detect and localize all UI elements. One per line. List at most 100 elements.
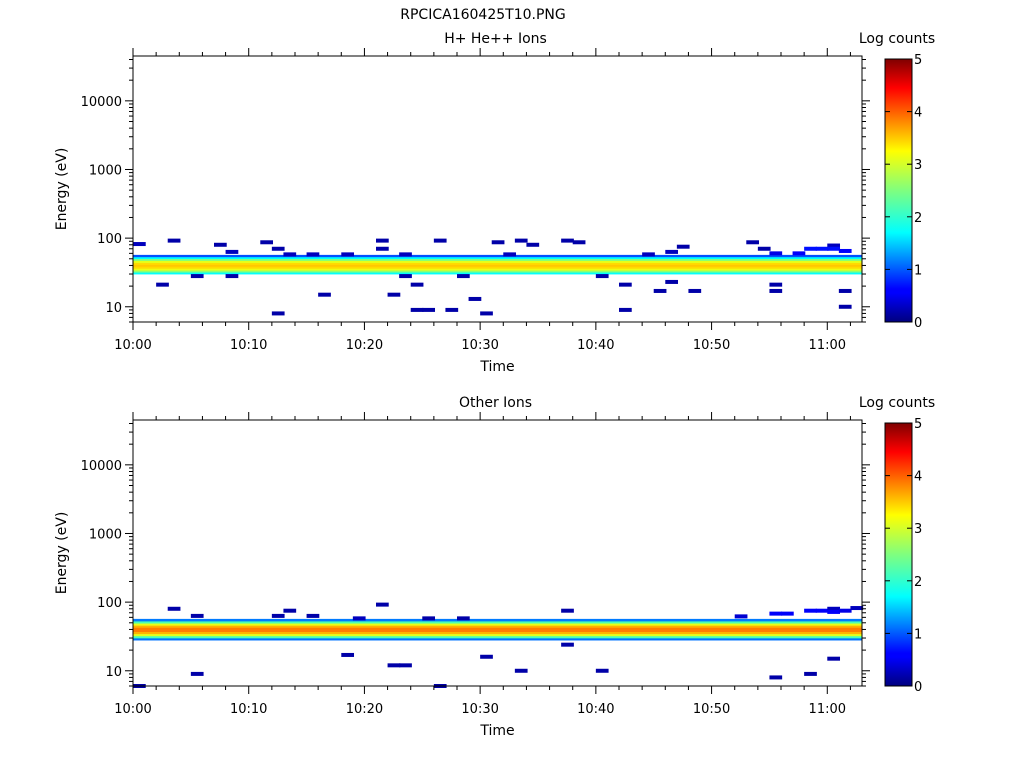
count-cell: [133, 242, 146, 247]
colorbar-tick-label: 0: [914, 680, 922, 695]
count-cell: [387, 663, 401, 668]
count-cell: [306, 613, 320, 618]
count-cell: [526, 242, 540, 247]
band-bin: [133, 621, 862, 624]
count-cell: [422, 307, 436, 312]
x-tick-label: 11:00: [809, 702, 846, 717]
count-cell: [769, 675, 783, 680]
count-cell: [561, 238, 574, 243]
x-tick-label: 10:30: [461, 338, 498, 353]
count-cell: [503, 252, 517, 257]
count-cell: [619, 307, 632, 312]
count-cell: [804, 608, 817, 613]
colorbar-tick-label: 5: [914, 53, 922, 68]
count-cell: [271, 311, 285, 316]
count-cells: [133, 602, 864, 688]
count-cell: [665, 279, 679, 284]
count-cell: [850, 606, 864, 611]
band-bin: [133, 264, 862, 267]
count-cell: [318, 292, 331, 297]
band-bin: [133, 268, 862, 271]
count-cell: [827, 606, 841, 611]
count-cell: [410, 307, 424, 312]
spectrogram-band: [133, 618, 862, 641]
y-tick-label: 100: [97, 596, 122, 611]
count-cell: [167, 238, 181, 243]
count-cell: [804, 671, 817, 676]
x-tick-label: 10:10: [230, 338, 267, 353]
count-cell: [676, 244, 690, 249]
count-cell: [399, 252, 412, 257]
x-tick-label: 10:40: [577, 338, 614, 353]
count-cell: [480, 654, 493, 659]
count-cell: [156, 282, 169, 287]
colorbar: 0 1 2 3 4 5 Log counts: [859, 31, 935, 331]
count-cell: [653, 288, 667, 293]
count-cell: [827, 243, 841, 248]
count-cell: [283, 608, 297, 613]
x-tick-label: 10:20: [346, 702, 383, 717]
y-tick-label: 1000: [89, 163, 122, 178]
x-tick-label: 10:30: [461, 702, 498, 717]
count-cell: [838, 248, 852, 253]
x-tick-label: 10:00: [114, 338, 151, 353]
panel-title: Other Ions: [459, 395, 532, 411]
band-bin: [133, 266, 862, 269]
y-tick-label: 10: [105, 665, 122, 680]
band-bin: [133, 627, 862, 630]
count-cell: [399, 274, 412, 279]
colorbar-tick-label: 5: [914, 417, 922, 432]
count-cell: [757, 246, 771, 251]
count-cell: [815, 246, 829, 251]
band-bin: [133, 256, 862, 260]
count-cell: [283, 252, 297, 257]
band-bin: [133, 625, 862, 628]
count-cell: [665, 249, 679, 254]
count-cell: [260, 240, 274, 245]
count-cell: [561, 642, 574, 647]
y-tick-label: 1000: [89, 527, 122, 542]
colorbar-tick-label: 1: [914, 627, 922, 642]
x-tick-label: 10:10: [230, 702, 267, 717]
count-cell: [595, 668, 609, 673]
y-tick-label: 10000: [81, 459, 122, 474]
plot-frame: [132, 55, 863, 323]
count-cell: [433, 238, 447, 243]
count-cell: [572, 240, 586, 245]
count-cell: [838, 608, 852, 613]
band-bin: [133, 272, 862, 275]
colorbar: 0 1 2 3 4 5 Log counts: [859, 395, 935, 695]
y-tick-label: 10000: [81, 95, 122, 110]
count-cell: [167, 606, 181, 611]
band-bin: [133, 618, 862, 622]
count-cell: [225, 249, 239, 254]
count-cell: [769, 611, 783, 616]
count-cell: [792, 251, 806, 256]
count-cell: [225, 274, 239, 279]
band-bin: [133, 633, 862, 637]
count-cell: [838, 288, 852, 293]
count-cell: [769, 282, 783, 287]
band-bin: [133, 262, 862, 265]
count-cell: [804, 246, 817, 251]
colorbar-label: Log counts: [859, 395, 935, 411]
count-cell: [376, 238, 389, 243]
band-bin: [133, 637, 862, 641]
colorbar-tick-label: 2: [914, 211, 922, 226]
count-cell: [561, 608, 574, 613]
count-cell: [595, 274, 609, 279]
colorbar-gradient: [884, 422, 913, 687]
x-tick-label: 10:50: [693, 338, 730, 353]
x-tick-label: 10:20: [346, 338, 383, 353]
band-bin: [133, 623, 862, 626]
band-bin: [133, 629, 862, 632]
count-cell: [341, 652, 355, 657]
count-cell: [457, 616, 470, 621]
count-cell: [769, 288, 783, 293]
count-cell: [491, 240, 505, 245]
band-bin: [133, 635, 862, 639]
x-axis-label: Time: [479, 723, 514, 739]
colorbar-tick-label: 3: [914, 522, 922, 537]
